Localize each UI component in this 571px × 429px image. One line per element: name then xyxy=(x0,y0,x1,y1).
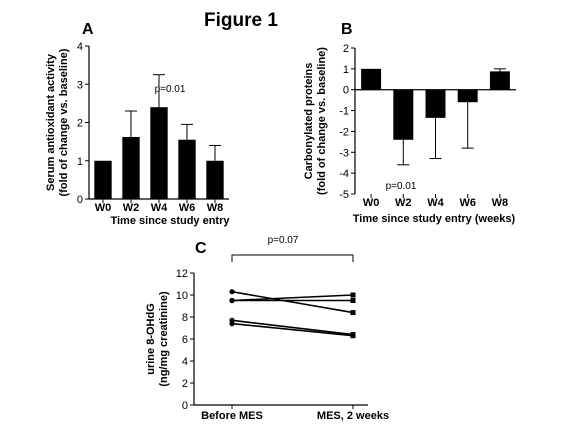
point-after xyxy=(350,298,356,303)
series-line xyxy=(231,294,354,302)
bar xyxy=(94,160,112,199)
y-tick-label: 12 xyxy=(176,268,188,280)
y-axis-title: Serum antioxidant activity(fold of chang… xyxy=(45,48,70,196)
y-tick-label: -5 xyxy=(339,189,349,201)
series-line xyxy=(231,322,354,337)
y-tick-label: 0 xyxy=(182,400,188,412)
y-tick-label: 0 xyxy=(77,194,83,206)
y-axis-title: Carbonylated proteins(fold of change vs.… xyxy=(303,47,328,195)
y-axis-title-line-2: (fold of change vs. baseline) xyxy=(58,48,70,196)
x-tick-label: MES, 2 weeks xyxy=(317,410,389,422)
x-tick-label: W8 xyxy=(207,202,224,214)
point-before xyxy=(229,297,235,304)
bar xyxy=(489,71,510,90)
p-value-annotation: p=0.07 xyxy=(268,235,299,246)
p-value-annotation: p=0.01 xyxy=(386,181,417,192)
x-tick-label: W0 xyxy=(363,197,380,209)
x-tick-label: W6 xyxy=(179,202,196,214)
bar xyxy=(425,89,446,118)
point-after xyxy=(350,333,356,339)
y-tick-label: -1 xyxy=(339,106,349,118)
y-axis-title-line-2: (ng/mg creatinine) xyxy=(158,291,170,387)
y-tick-label: 10 xyxy=(176,290,188,302)
x-tick-label: W2 xyxy=(123,202,140,214)
point-after xyxy=(350,310,356,316)
bar xyxy=(150,107,168,199)
y-axis-title-line-1: urine 8-OHdG xyxy=(145,303,157,375)
y-tick-label: 3 xyxy=(77,79,83,91)
p-value-annotation: p=0.01 xyxy=(155,84,186,95)
panel-c: C 0 2 4 6 8 10 12 Before MES MES, 2 weeks p=0.07 ur… xyxy=(145,235,389,422)
y-tick-label: -4 xyxy=(339,168,349,180)
x-tick-label: W4 xyxy=(427,197,444,209)
series-line xyxy=(231,290,354,314)
y-tick-label: 4 xyxy=(182,356,188,368)
y-tick-label: 0 xyxy=(343,85,349,97)
y-tick-label: 2 xyxy=(182,378,188,390)
x-axis-title: Time since study entry xyxy=(110,215,230,227)
y-tick-label: 4 xyxy=(77,41,83,53)
y-axis-title-line-1: Carbonylated proteins xyxy=(303,63,315,180)
bar xyxy=(361,68,382,90)
figure-title: Figure 1 xyxy=(204,10,278,31)
bar xyxy=(206,160,224,199)
significance-bracket xyxy=(231,254,354,262)
y-axis-title-line-2: (fold of change vs. baseline) xyxy=(316,47,328,195)
panel-b: B 2 1 0 -1 -2 -3 -4 -5 W0 W2 W4 W6 W8 Time since study… xyxy=(303,21,516,225)
x-axis-title: Time since study entry (weeks) xyxy=(353,213,516,225)
y-axis-title-line-1: Serum antioxidant activity xyxy=(45,53,57,191)
x-tick-label: Before MES xyxy=(201,410,263,422)
y-tick-label: 6 xyxy=(182,334,188,346)
x-tick-label: W4 xyxy=(151,202,168,214)
bar xyxy=(178,139,196,199)
x-tick-label: W8 xyxy=(492,197,509,209)
x-tick-label: W2 xyxy=(395,197,412,209)
bar xyxy=(122,137,140,199)
bar xyxy=(457,89,478,103)
y-tick-label: -2 xyxy=(339,126,349,138)
bar xyxy=(393,89,414,140)
panel-letter: B xyxy=(341,21,353,38)
y-tick-label: -3 xyxy=(339,147,349,159)
y-tick-label: 1 xyxy=(77,156,83,168)
y-tick-label: 2 xyxy=(77,118,83,130)
point-before xyxy=(229,321,235,327)
panel-letter: C xyxy=(195,240,207,257)
series-line xyxy=(231,319,354,336)
y-tick-label: 1 xyxy=(343,64,349,76)
x-tick-label: W6 xyxy=(459,197,476,209)
y-axis-title: urine 8-OHdG(ng/mg creatinine) xyxy=(145,291,170,387)
y-tick-label: 2 xyxy=(343,43,349,55)
point-after xyxy=(350,292,356,298)
y-tick-label: 8 xyxy=(182,312,188,324)
panel-letter: A xyxy=(82,21,94,38)
x-tick-label: W0 xyxy=(95,202,112,214)
point-before xyxy=(229,289,235,295)
